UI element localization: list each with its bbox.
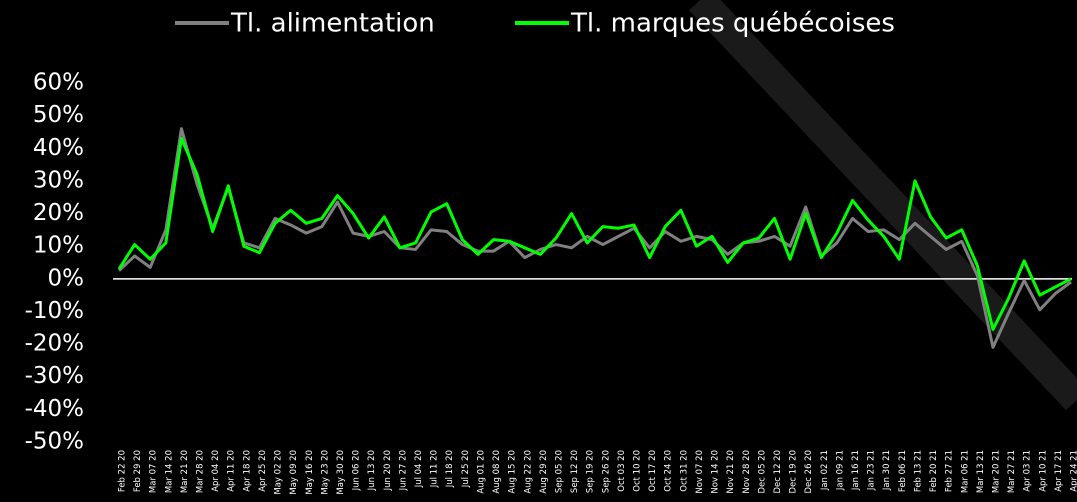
y-tick-label: 20% (33, 200, 84, 226)
x-tick-label: Aug 29 20 (539, 450, 549, 494)
x-tick-label: Jun 27 20 (398, 450, 408, 491)
x-tick-label: Jan 30 21 (882, 450, 892, 491)
x-tick-label: Mar 14 20 (164, 450, 174, 493)
x-tick-label: Nov 28 20 (742, 450, 752, 494)
x-tick-label: Nov 21 20 (726, 450, 736, 494)
x-tick-label: Mar 13 21 (976, 450, 986, 493)
x-tick-label: Oct 17 20 (648, 450, 658, 492)
x-tick-label: Sep 12 20 (570, 450, 580, 493)
x-tick-label: Aug 22 20 (523, 450, 533, 494)
x-tick-label: Dec 05 20 (757, 450, 767, 493)
x-tick-label: Apr 11 20 (227, 450, 237, 492)
x-tick-label: Jan 02 21 (820, 450, 830, 491)
x-tick-label: Jan 16 21 (851, 450, 861, 491)
x-tick-label: Jun 20 20 (383, 450, 393, 491)
y-tick-label: 0% (48, 265, 85, 291)
x-tick-label: Apr 24 21 (1070, 450, 1077, 492)
y-tick-label: 60% (33, 70, 84, 96)
x-tick-label: May 16 20 (305, 450, 315, 495)
y-tick-label: 10% (33, 233, 84, 259)
y-tick-label: -20% (25, 331, 84, 357)
x-tick-label: Jun 13 20 (367, 450, 377, 491)
x-tick-label: Mar 27 21 (1007, 450, 1017, 493)
x-tick-label: Nov 14 20 (711, 450, 721, 494)
legend-label: Tl. marques québécoises (570, 9, 895, 39)
x-tick-label: Feb 29 20 (133, 450, 143, 492)
x-tick-label: Apr 10 21 (1038, 450, 1048, 492)
x-tick-label: Apr 04 20 (211, 450, 221, 492)
x-tick-label: Jan 09 21 (835, 450, 845, 491)
y-tick-label: -30% (25, 363, 84, 389)
x-tick-label: Jul 04 20 (414, 450, 424, 488)
y-tick-label: 30% (33, 167, 84, 193)
y-tick-label: 40% (33, 135, 84, 161)
x-tick-label: Jul 25 20 (461, 450, 471, 488)
x-tick-label: Feb 20 21 (929, 450, 939, 492)
x-tick-label: Jul 18 20 (445, 450, 455, 488)
x-tick-label: Oct 24 20 (664, 450, 674, 492)
x-tick-label: Apr 18 20 (242, 450, 252, 492)
x-tick-label: Sep 19 20 (586, 450, 596, 493)
x-tick-label: Feb 13 21 (913, 450, 923, 492)
x-tick-label: Aug 15 20 (508, 450, 518, 494)
y-tick-label: -10% (25, 298, 84, 324)
x-tick-label: Aug 08 20 (492, 450, 502, 494)
x-tick-label: Mar 07 20 (149, 450, 159, 493)
x-tick-label: Jul 11 20 (430, 450, 440, 488)
x-tick-label: Dec 12 20 (773, 450, 783, 493)
y-tick-label: -40% (25, 396, 84, 422)
x-tick-label: Mar 21 20 (180, 450, 190, 493)
x-tick-label: May 02 20 (274, 450, 284, 495)
x-tick-label: Oct 10 20 (633, 450, 643, 492)
x-tick-label: Apr 25 20 (258, 450, 268, 492)
x-tick-label: May 30 20 (336, 450, 346, 495)
x-tick-label: Mar 06 21 (960, 450, 970, 493)
background-stripe (689, 0, 1077, 411)
y-tick-label: -50% (25, 429, 84, 455)
x-tick-label: Apr 17 21 (1054, 450, 1064, 492)
x-tick-label: Jun 06 20 (352, 450, 362, 491)
series-line (117, 136, 1072, 331)
x-tick-label: May 23 20 (320, 450, 330, 495)
x-tick-label: Feb 06 21 (898, 450, 908, 492)
x-tick-label: Jan 23 21 (867, 450, 877, 491)
x-tick-label: Dec 26 20 (804, 450, 814, 493)
x-tick-label: Sep 05 20 (554, 450, 564, 493)
legend-label: Tl. alimentation (230, 9, 435, 39)
x-tick-label: Feb 27 21 (945, 450, 955, 492)
x-tick-label: Oct 03 20 (617, 450, 627, 492)
x-tick-label: Apr 03 21 (1023, 450, 1033, 492)
x-tick-label: Feb 22 20 (118, 450, 128, 492)
x-tick-label: Sep 26 20 (601, 450, 611, 493)
x-tick-label: Aug 01 20 (476, 450, 486, 494)
y-tick-label: 50% (33, 102, 84, 128)
x-tick-label: Mar 28 20 (196, 450, 206, 493)
x-tick-label: May 09 20 (289, 450, 299, 495)
x-tick-label: Mar 20 21 (991, 450, 1001, 493)
x-tick-label: Dec 19 20 (789, 450, 799, 493)
x-tick-label: Oct 31 20 (679, 450, 689, 492)
x-tick-label: Nov 07 20 (695, 450, 705, 494)
